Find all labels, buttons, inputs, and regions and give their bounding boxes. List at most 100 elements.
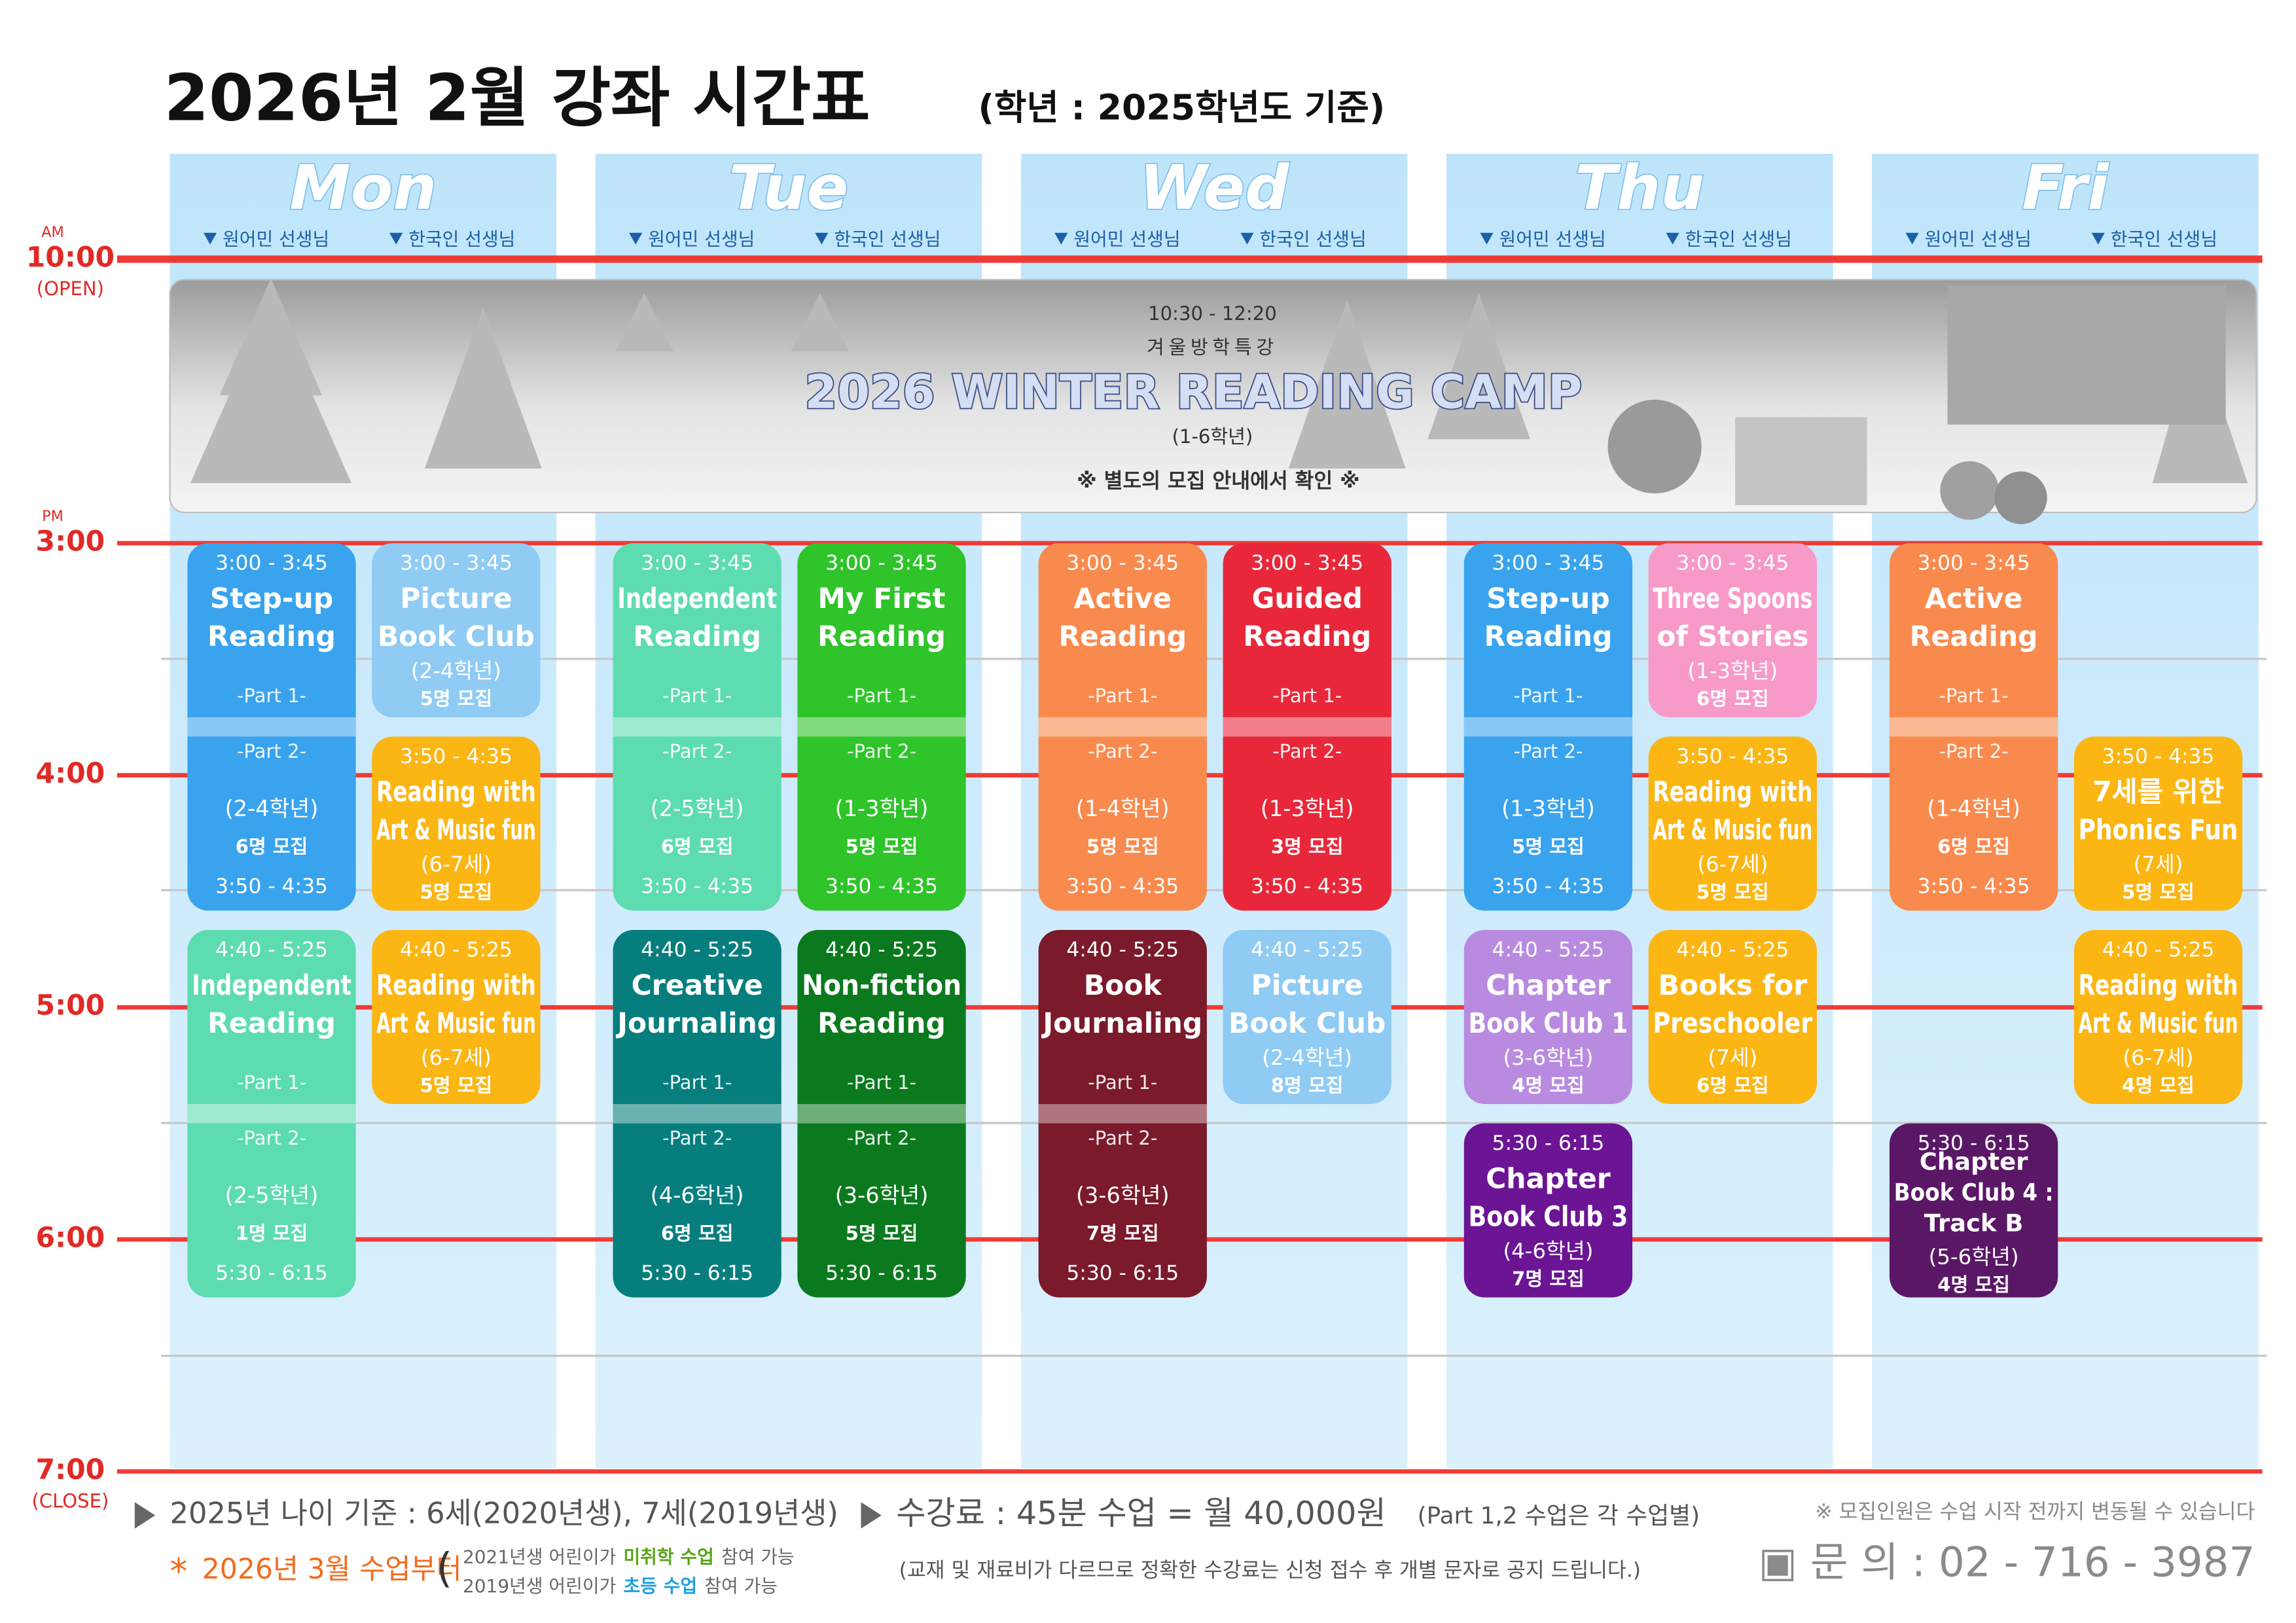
class-time: 5:30 - 6:15 (1492, 1132, 1605, 1155)
class-title: Reading with (2079, 970, 2238, 1002)
day-name: Thu (1575, 152, 1704, 224)
teacher-label: 한국인 선생님 (408, 228, 515, 250)
age-basis: 2025년 나이 기준 : 6세(2020년생), 7세(2019년생) (170, 1496, 838, 1531)
class-capacity: 5명 모집 (846, 1222, 918, 1245)
class-title: Art & Music fun (376, 1008, 536, 1040)
class-title: Reading with (376, 970, 536, 1002)
class-title: Art & Music fun (1653, 814, 1812, 846)
class-box (1038, 930, 1207, 1298)
class-block: 4:40 - 5:25 Reading with Art & Music fun (6… (372, 930, 541, 1104)
class-box (2073, 930, 2243, 1104)
class-capacity: 6명 모집 (661, 836, 734, 858)
class-grade: (4-6학년) (651, 1183, 744, 1208)
time-note: (CLOSE) (31, 1489, 109, 1512)
notice-segment: 참여 가능 (704, 1575, 778, 1597)
class-box (1648, 543, 1817, 717)
class-time: 5:30 - 6:15 (825, 1262, 938, 1285)
class-title: Book Club 3 (1469, 1201, 1628, 1233)
class-title: Book Club 1 (1469, 1008, 1628, 1040)
bullet-arrow (134, 1502, 156, 1529)
notice-segment: 참여 가능 (721, 1546, 795, 1567)
class-title: Active (1925, 583, 2023, 615)
part-label: -Part 2- (237, 1127, 306, 1149)
part-divider (1038, 1103, 1207, 1124)
fee: 수강료 : 45분 수업 = 월 40,000원 (896, 1494, 1386, 1532)
part-divider (187, 1103, 356, 1124)
class-capacity: 4명 모집 (2122, 1074, 2195, 1096)
part-label: -Part 1- (662, 1071, 732, 1094)
part-label: -Part 1- (1272, 685, 1342, 707)
class-title: Book Club (1229, 1008, 1386, 1040)
class-grade: (5-6학년) (1929, 1244, 2019, 1269)
banner-fireplace (1735, 417, 1867, 505)
time-note: (OPEN) (37, 277, 104, 300)
class-block: 4:40 - 5:25 Independent Reading -Part 1- -Pa… (187, 930, 356, 1298)
part-label: -Part 2- (662, 1127, 732, 1149)
class-capacity: 7명 모집 (1512, 1268, 1585, 1290)
class-grade: (3-6학년) (1503, 1045, 1593, 1070)
class-title: Book Club (378, 621, 535, 653)
teacher-label: 한국인 선생님 (834, 228, 941, 250)
class-box (1038, 543, 1207, 911)
class-capacity: 5명 모집 (2122, 881, 2195, 903)
class-block: 3:00 - 3:45 Guided Reading -Part 1- -Part 2-… (1223, 543, 1391, 911)
class-time: 3:50 - 4:35 (400, 745, 512, 768)
class-grade: (2-5학년) (651, 796, 744, 821)
class-block: 3:00 - 3:45 Three Spoons of Stories (1-3학년)… (1648, 543, 1817, 717)
class-box (1463, 543, 1633, 911)
class-grade: (1-3학년) (1687, 658, 1778, 683)
time-label: 10:00 (26, 241, 115, 274)
banner-cabin (1947, 285, 2226, 425)
banner-bear (1607, 399, 1702, 493)
teacher-marker (389, 232, 403, 245)
notice-segment: 2019년생 어린이가 (463, 1575, 616, 1597)
teacher-marker (2091, 232, 2105, 245)
part-label: -Part 1- (1513, 685, 1583, 707)
class-box (1648, 736, 1817, 911)
teacher-label: 한국인 선생님 (1259, 228, 1366, 250)
part-label: -Part 1- (1088, 685, 1157, 707)
class-title: Journaling (615, 1008, 777, 1040)
part-divider (187, 717, 356, 737)
class-capacity: 6명 모집 (1937, 836, 2010, 858)
class-capacity: 6명 모집 (1696, 687, 1769, 709)
class-title: Books for (1658, 970, 1807, 1002)
class-box (2073, 736, 2243, 911)
teacher-marker (1480, 232, 1494, 245)
class-capacity: 3명 모집 (1271, 836, 1344, 858)
class-block: 4:40 - 5:25 Chapter Book Club 1 (3-6학년) 4명 모… (1463, 930, 1633, 1104)
class-time: 3:00 - 3:45 (825, 551, 938, 575)
class-capacity: 5명 모집 (1512, 836, 1585, 858)
class-box (797, 543, 966, 911)
day-name: Fri (2022, 152, 2109, 224)
part-label: -Part 1- (662, 685, 732, 707)
class-block: 4:40 - 5:25 Non-fiction Reading -Part 1- -Pa… (797, 930, 966, 1298)
class-grade: (1-4학년) (1927, 796, 2020, 821)
class-capacity: 6명 모집 (236, 836, 308, 858)
class-title: Three Spoons (1653, 583, 1812, 615)
part-label: -Part 1- (1088, 1071, 1157, 1094)
class-time: 4:40 - 5:25 (400, 938, 512, 961)
teacher-label: 원어민 선생님 (1499, 228, 1605, 250)
part-divider (1038, 717, 1207, 737)
class-time: 4:40 - 5:25 (1676, 938, 1789, 961)
class-box (613, 543, 781, 911)
class-title: Picture (1251, 970, 1363, 1002)
time-label: 4:00 (36, 758, 105, 790)
class-box (613, 930, 781, 1298)
class-time: 3:00 - 3:45 (1918, 551, 2030, 575)
part-divider (613, 1103, 781, 1124)
class-box (187, 930, 356, 1298)
class-title: Reading (207, 1008, 336, 1040)
camp-grades: (1-6학년) (1172, 425, 1253, 448)
notice-segment: 2021년생 어린이가 (463, 1546, 616, 1567)
contact: ▣ 문 의 : 02 - 716 - 3987 (1759, 1539, 2255, 1586)
banner-bg (169, 279, 2257, 514)
class-time: 3:00 - 3:45 (1251, 551, 1363, 575)
day-name: Wed (1139, 152, 1290, 224)
class-block: 4:40 - 5:25 Books for Preschooler (7세) 6명 모집 (1648, 930, 1817, 1104)
class-block: 3:50 - 4:35 Reading with Art & Music fun (6… (1648, 736, 1817, 911)
class-grade: (2-4학년) (1262, 1045, 1352, 1070)
